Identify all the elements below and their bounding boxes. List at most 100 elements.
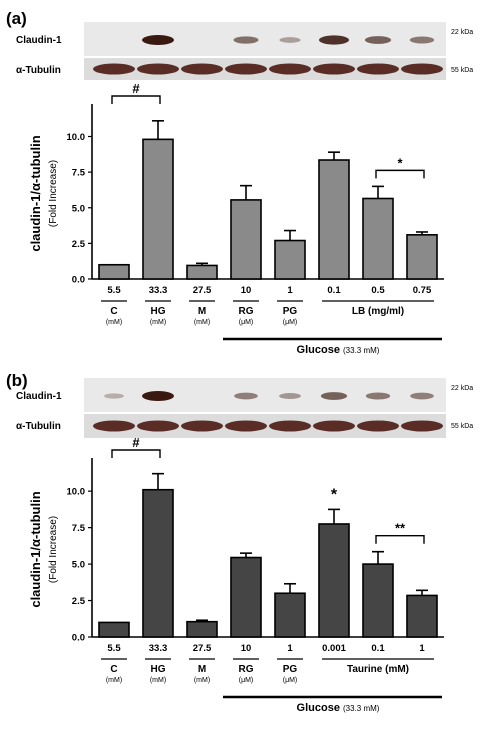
tubulin-label: α-Tubulin [16,65,61,76]
x-tick-label: 1 [419,643,425,654]
significance-bracket [375,534,425,544]
significance-bracket [111,95,161,104]
tubulin-band [401,420,443,432]
tubulin-band [269,63,311,75]
group-label: PG [283,306,298,317]
kda-tubulin: 55 kDa [451,67,473,74]
group-unit: (mM) [150,319,166,326]
claudin-band [279,393,301,399]
bar [406,234,438,280]
x-tick-label: 1 [287,285,293,296]
x-tick-label: 1 [287,643,293,654]
x-tick-label: 0.5 [371,285,385,296]
group-label: HG [151,306,166,317]
tubulin-band [313,63,355,75]
claudin-label: Claudin-1 [16,391,62,402]
claudin-band [365,392,391,400]
tubulin-band [357,420,399,432]
group-label: M [198,664,206,675]
tubulin-band [93,63,135,75]
y-tick-label: 7.5 [72,168,86,179]
bar [274,592,306,638]
group-label: PG [283,664,298,675]
claudin-band [409,36,435,44]
x-tick-label: 10 [241,643,252,654]
claudin-band [410,392,434,400]
bar [98,263,130,280]
x-tick-label: 0.75 [413,285,432,296]
group-label: RG [239,306,254,317]
treatment-label: LB (mg/ml) [352,306,404,317]
kda-claudin: 22 kDa [451,385,473,392]
kda-claudin: 22 kDa [451,29,473,36]
group-unit: (μM) [283,319,298,326]
bar [186,264,218,280]
group-label: M [198,306,206,317]
group-unit: (μM) [239,319,254,326]
significance-marker: # [132,81,140,96]
bar [142,488,174,638]
tubulin-band [93,420,135,432]
y-tick-label: 0.0 [72,275,85,286]
glucose-label: Glucose (33.3 mM) [297,344,380,356]
claudin-band [142,391,174,401]
bar [274,239,306,280]
claudin-band [234,392,258,400]
significance-bracket [375,169,425,179]
panel-a: (a) Claudin-1 α-Tubulin 22 kDa 55 kDa 0.0 2.5 5… [6,9,473,356]
tubulin-band [313,420,355,432]
x-tick-label: 33.3 [149,285,168,296]
group-unit: (mM) [106,677,122,684]
group-unit: (μM) [239,677,254,684]
y-tick-label: 7.5 [72,523,86,534]
claudin-blot-strip [84,378,446,412]
claudin-blot-strip [84,22,446,56]
claudin-band [318,35,350,45]
significance-bracket [111,449,161,458]
bar [406,594,438,638]
tubulin-band [181,420,223,432]
western-blot: Claudin-1 α-Tubulin 22 kDa 55 kDa [16,22,473,80]
group-label: HG [151,664,166,675]
y-tick-label: 10.0 [67,132,86,143]
tubulin-band [225,63,267,75]
glucose-label: Glucose (33.3 mM) [297,702,380,714]
tubulin-band [137,63,179,75]
x-tick-label: 10 [241,285,252,296]
bar [98,621,130,638]
group-label: C [110,664,117,675]
y-tick-label: 2.5 [72,596,86,607]
bar [362,563,394,638]
bar [230,556,262,638]
tubulin-band [401,63,443,75]
group-unit: (mM) [150,677,166,684]
x-tick-label: 27.5 [193,285,212,296]
tubulin-band [269,420,311,432]
significance-marker: * [397,155,403,170]
y-axis-label: claudin-1/α-tubulin [28,491,43,607]
claudin-band [142,35,174,45]
western-blot: Claudin-1 α-Tubulin 22 kDa 55 kDa [16,378,473,438]
claudin-band [104,393,124,399]
x-tick-label: 5.5 [107,285,121,296]
group-unit: (mM) [194,677,210,684]
tubulin-band [357,63,399,75]
y-axis-label: claudin-1/α-tubulin [28,135,43,251]
significance-marker: * [331,486,338,503]
y-tick-label: 10.0 [67,487,86,498]
y-tick-label: 5.0 [72,560,85,571]
bar [318,159,350,280]
claudin-band [364,36,392,44]
bar [362,197,394,280]
tubulin-band [181,63,223,75]
x-tick-label: 5.5 [107,643,121,654]
claudin-band [233,36,259,44]
kda-tubulin: 55 kDa [451,423,473,430]
bar [186,620,218,638]
x-tick-label: 0.1 [371,643,385,654]
group-unit: (mM) [106,319,122,326]
panel-b: (b)Claudin-1 α-Tubulin 22 kDa 55 kDa 0.0 2.5 5… [6,371,473,714]
bar-chart: 0.0 2.5 5.0 7.5 10.0 claudin-1/α-tubulin (Fold… [28,435,444,714]
treatment-label: Taurine (mM) [347,664,409,675]
